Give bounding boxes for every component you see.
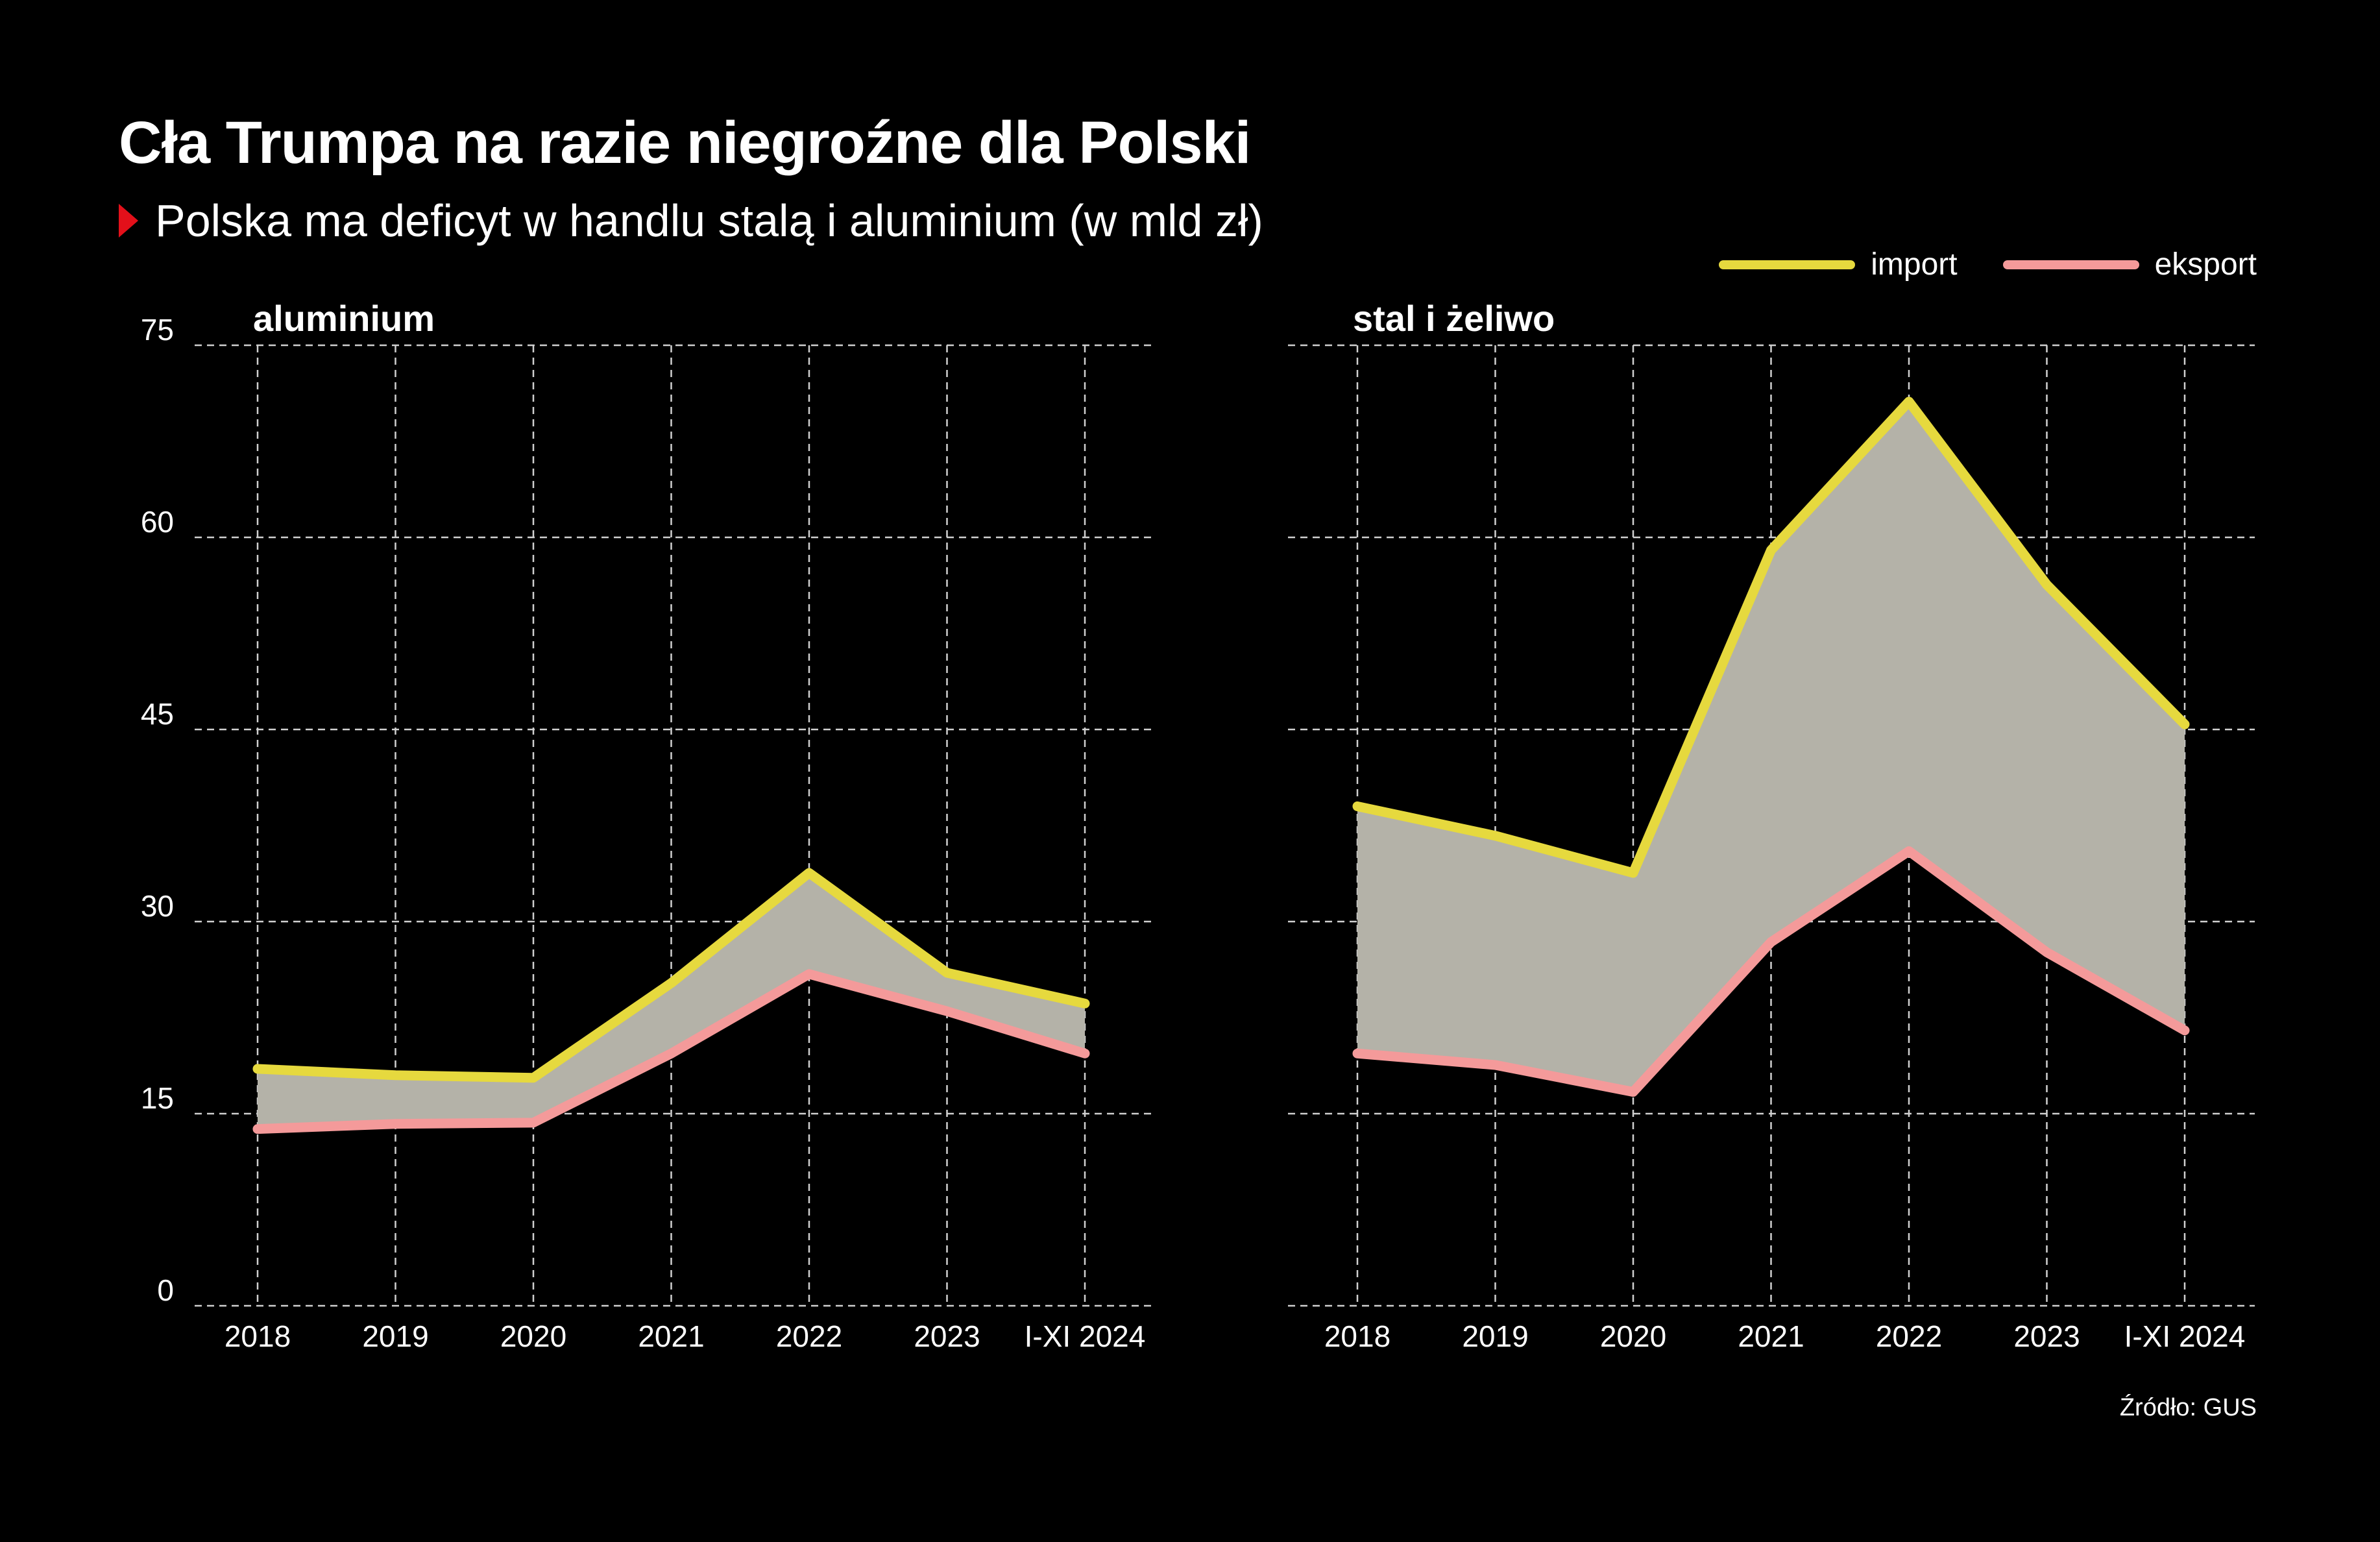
eksport-point bbox=[2046, 951, 2048, 953]
eksport-point bbox=[1494, 1064, 1496, 1066]
import-point bbox=[395, 1074, 396, 1076]
import-point bbox=[257, 1068, 258, 1070]
eksport-point bbox=[395, 1123, 396, 1125]
subtitle-row: Polska ma deficyt w handlu stalą i alumi… bbox=[119, 195, 1263, 247]
x-tick-label: 2023 bbox=[2013, 1319, 2080, 1353]
chart-panel-1: stal i żeliwo 2018 2019 2020 2021 2022 2023 I-X… bbox=[1288, 298, 2255, 1353]
import-point bbox=[946, 972, 948, 973]
eksport-point bbox=[2184, 1029, 2185, 1031]
x-tick-label: 2018 bbox=[1324, 1319, 1390, 1353]
x-tick-label: 2022 bbox=[1876, 1319, 1942, 1353]
source-note: Źródło: GUS bbox=[2119, 1394, 2257, 1421]
import-point bbox=[1357, 805, 1358, 807]
panel-title: aluminium bbox=[253, 298, 435, 339]
x-tick-label: 2020 bbox=[1600, 1319, 1666, 1353]
import-point bbox=[1633, 872, 1634, 874]
page-subtitle: Polska ma deficyt w handlu stalą i alumi… bbox=[155, 195, 1263, 246]
import-point bbox=[670, 982, 672, 984]
import-point bbox=[1908, 400, 1910, 402]
triangle-bullet-icon bbox=[119, 204, 138, 238]
x-tick-label: 2018 bbox=[225, 1319, 291, 1353]
import-point bbox=[533, 1077, 534, 1079]
import-point bbox=[1084, 1003, 1086, 1005]
deficit-area bbox=[1357, 401, 2185, 1092]
deficit-area bbox=[258, 873, 1085, 1129]
legend-item-import: import bbox=[1719, 247, 1958, 282]
import-point bbox=[1770, 549, 1772, 551]
x-tick-label: I-XI 2024 bbox=[1025, 1319, 1146, 1353]
y-tick-label: 45 bbox=[141, 697, 174, 731]
x-tick-label: 2019 bbox=[362, 1319, 428, 1353]
eksport-point bbox=[1908, 850, 1910, 852]
eksport-point bbox=[257, 1128, 258, 1130]
eksport-point bbox=[1084, 1053, 1086, 1055]
eksport-point bbox=[946, 1010, 948, 1012]
chart-panel-0: aluminium 2018 2019 2020 2021 2022 2023 I-XI 20… bbox=[141, 298, 1155, 1353]
legend-label-import: import bbox=[1871, 247, 1958, 282]
eksport-point bbox=[808, 973, 810, 975]
legend-item-eksport: eksport bbox=[2002, 247, 2257, 282]
x-tick-label: 2023 bbox=[914, 1319, 980, 1353]
y-tick-label: 60 bbox=[141, 505, 174, 539]
y-tick-label: 0 bbox=[157, 1273, 174, 1307]
x-tick-label: 2019 bbox=[1462, 1319, 1528, 1353]
import-point bbox=[808, 872, 810, 874]
eksport-point bbox=[670, 1053, 672, 1055]
import-point bbox=[2046, 584, 2048, 586]
eksport-point bbox=[1633, 1091, 1634, 1093]
import-point bbox=[1494, 835, 1496, 837]
legend-swatch-import bbox=[1719, 260, 1856, 269]
page-title: Cła Trumpa na razie niegroźne dla Polski bbox=[119, 110, 1251, 176]
x-tick-label: I-XI 2024 bbox=[2124, 1319, 2246, 1353]
panel-title: stal i żeliwo bbox=[1353, 298, 1555, 339]
eksport-point bbox=[1357, 1053, 1358, 1055]
chart-legend: import eksport bbox=[1673, 247, 2257, 282]
x-tick-label: 2021 bbox=[1738, 1319, 1804, 1353]
import-point bbox=[2184, 724, 2185, 726]
legend-label-eksport: eksport bbox=[2154, 247, 2257, 282]
eksport-point bbox=[1770, 941, 1772, 943]
y-tick-label: 15 bbox=[141, 1081, 174, 1115]
y-tick-label: 30 bbox=[141, 889, 174, 923]
legend-swatch-eksport bbox=[2002, 260, 2139, 269]
x-tick-label: 2021 bbox=[638, 1319, 704, 1353]
y-tick-label: 75 bbox=[141, 313, 174, 347]
x-tick-label: 2020 bbox=[500, 1319, 566, 1353]
eksport-point bbox=[533, 1121, 534, 1123]
x-tick-label: 2022 bbox=[776, 1319, 842, 1353]
